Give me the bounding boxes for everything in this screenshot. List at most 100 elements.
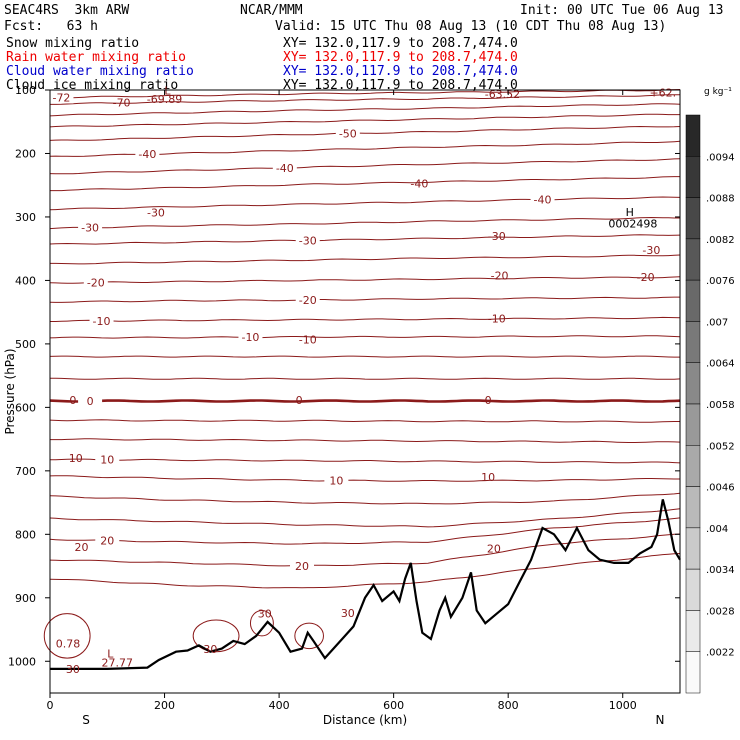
colorbar-segment [685,362,701,405]
isotherm-line [49,508,681,528]
contour-label-bg [238,331,263,344]
contour-label-bg [335,127,360,140]
contour-label: 10 [329,475,343,488]
contour-label: 0 [69,394,76,407]
colorbar-segment [685,403,701,446]
field-xy-rain: XY= 132.0,117.9 to 208.7,474.0 [283,50,518,65]
isotherm-line [49,196,681,211]
extremum-label: 0002498 [608,217,657,230]
contour-label: 20 [295,560,309,573]
contour-label: 30 [258,608,272,621]
x-tick-label: 200 [154,699,175,712]
isotherm-line [50,94,681,105]
isotherm-line [49,355,680,358]
init-time: Init: 00 UTC Tue 06 Aug 13 [520,3,724,18]
north-label: N [656,713,665,727]
colorbar-segment [685,321,701,363]
isotherm-line [49,475,680,482]
contour-label-bg [295,294,320,307]
y-tick-label: 100 [15,84,36,97]
colorbar-label: .0094 [706,152,735,163]
x-tick-label: 800 [498,699,519,712]
y-axis-label: Pressure (hPa) [3,348,17,434]
colorbar-label: .0058 [706,400,735,411]
contour-label: -10 [93,315,111,328]
y-tick-label: 800 [15,528,36,541]
isotherm-line [49,276,681,284]
y-tick-label: 300 [15,211,36,224]
contour-label: -30 [488,230,506,243]
isotherm-line [49,103,681,117]
colorbar-segment [685,156,701,198]
south-label: S [82,713,90,727]
contour-label: 20 [487,542,501,555]
isotherm-line [49,158,681,175]
mixing-ratio-contour [43,613,91,659]
contour-label: -30 [299,234,317,247]
contour-label-bg [272,161,297,174]
field-xy-cloudice: XY= 132.0,117.9 to 208.7,474.0 [283,78,518,93]
contour-label: 20 [75,541,89,554]
isotherm-line [50,377,681,380]
extremum-label: H [626,206,634,219]
field-xy-cloudwater: XY= 132.0,117.9 to 208.7,474.0 [283,64,518,79]
contour-label: 30 [341,607,355,620]
contour-label-bg [89,314,114,327]
colorbar-segment [685,651,701,694]
y-tick-label: 500 [15,338,36,351]
y-tick-label: 700 [15,465,36,478]
extremum-label: 27.77 [102,657,134,670]
colorbar-segment [685,527,701,570]
contour-label: -10 [241,331,259,344]
y-tick-label: 400 [15,274,36,287]
contour-label: -10 [299,333,317,346]
field-name-cloudwater: Cloud water mixing ratio [6,64,194,79]
colorbar-segment [685,445,701,487]
isotherm-line [49,234,681,245]
contour-label: 30 [203,643,217,656]
contour-label: -20 [637,271,655,284]
contour-label: 30 [66,663,80,676]
x-axis-label: Distance (km) [323,713,407,727]
extremum-label: 0.78 [56,637,81,650]
colorbar-label: .004 [706,524,728,535]
isotherm-line [50,316,681,322]
contour-label-bg [530,193,555,206]
colorbar-segment [685,486,701,529]
isotherm-line [49,335,681,339]
isotherm-line [50,176,680,192]
field-xy-snow: XY= 132.0,117.9 to 208.7,474.0 [283,36,518,51]
y-tick-label: 900 [15,592,36,605]
contour-label: -40 [410,177,428,190]
colorbar-segment [685,197,701,240]
colorbar-unit: g kg⁻¹ [704,87,732,97]
y-tick-label: 1000 [8,655,36,668]
field-name-rain: Rain water mixing ratio [6,50,187,65]
contour-label: -40 [276,162,294,175]
colorbar-label: .0034 [706,565,735,576]
isotherm-line [49,517,681,545]
contour-label: -63.52 [485,88,520,101]
x-tick-label: 600 [383,699,404,712]
contour-label: -50 [339,128,357,141]
model-title: SEAC4RS 3km ARW [4,3,130,18]
contour-label: 10 [100,454,114,467]
isotherm-line [49,533,681,567]
isotherm-line [49,458,681,464]
colorbar-segment [685,114,701,157]
y-tick-label: 200 [15,147,36,160]
x-tick-label: 0 [47,699,54,712]
contour-label: -10 [488,313,506,326]
valid-time: Valid: 15 UTC Thu 08 Aug 13 (10 CDT Thu … [275,19,667,34]
contour-label: 0 [87,395,94,408]
extremum-label: L [107,648,114,661]
contour-label: -40 [534,193,552,206]
contour-label-bg [95,453,120,466]
colorbar-segment [685,610,701,652]
contour-label: 10 [481,471,495,484]
contour-label-bg [295,234,320,247]
colorbar-label: .007 [706,317,728,328]
plot-frame [49,89,681,694]
contour-label: -40 [138,148,156,161]
